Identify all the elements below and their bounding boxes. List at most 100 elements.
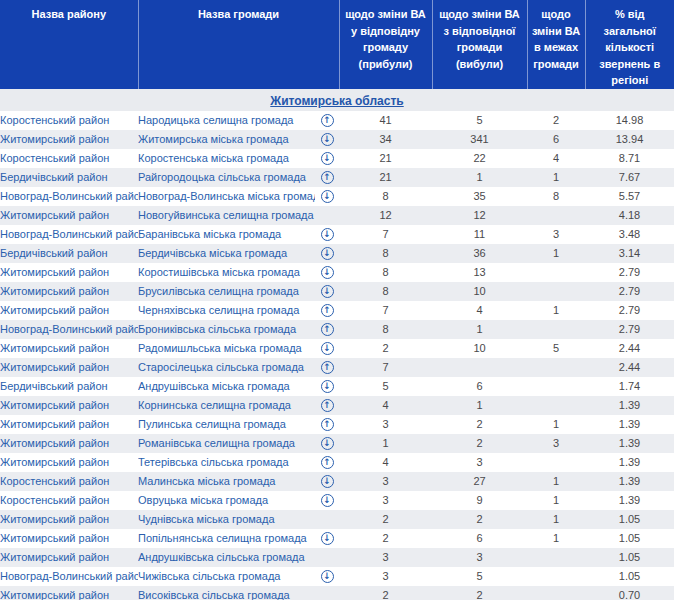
departed-cell: 13 [432,263,527,282]
trend-up-icon: ↑ [321,418,334,431]
arrived-cell: 3 [339,491,432,510]
arrived-cell: 21 [339,168,432,187]
arrived-cell: 8 [339,320,432,339]
trend-down-icon: ↓ [321,342,334,355]
percent-cell: 13.94 [585,130,674,149]
percent-cell: 4.18 [585,206,674,225]
departed-cell: 35 [432,187,527,206]
community-cell: Високівська сільська громада [138,586,315,600]
district-cell: Коростенський район [0,491,138,510]
percent-cell: 5.57 [585,187,674,206]
table-row: Житомирський районРоманівська селищна гр… [0,434,674,453]
arrived-cell: 4 [339,396,432,415]
community-cell: Попільнянська селищна громада [138,529,315,548]
district-cell: Коростенський район [0,472,138,491]
district-cell: Житомирський район [0,339,138,358]
community-cell: Брусилівська селищна громада [138,282,315,301]
table-row: Житомирський районКоростишівська міська … [0,263,674,282]
community-cell: Новогуйвинська селищна громада [138,206,315,225]
trend-up-icon: ↑ [321,456,334,469]
district-cell: Житомирський район [0,301,138,320]
within-cell [527,548,585,567]
trend-down-icon: ↓ [321,285,334,298]
percent-cell: 14.98 [585,111,674,130]
percent-cell: 1.05 [585,548,674,567]
within-cell: 3 [527,225,585,244]
arrived-cell: 2 [339,510,432,529]
arrived-cell: 8 [339,263,432,282]
district-cell: Коростенський район [0,149,138,168]
trend-down-icon: ↓ [321,133,334,146]
trend-cell: ↓ [315,282,339,301]
trend-cell: ↑ [315,453,339,472]
percent-cell: 1.05 [585,510,674,529]
arrived-cell: 41 [339,111,432,130]
departed-cell: 341 [432,130,527,149]
table-row: Житомирський районЖитомирська міська гро… [0,130,674,149]
percent-cell: 7.67 [585,168,674,187]
arrived-cell: 2 [339,586,432,600]
trend-cell: ↓ [315,187,339,206]
district-cell: Бердичівський район [0,377,138,396]
percent-cell: 2.44 [585,339,674,358]
trend-up-icon: ↑ [321,399,334,412]
arrived-cell: 3 [339,548,432,567]
departed-cell: 6 [432,377,527,396]
within-cell: 1 [527,301,585,320]
table-row: Бердичівський районАндрушівська міська г… [0,377,674,396]
table-row: Коростенський районОвруцька міська грома… [0,491,674,510]
within-cell [527,567,585,586]
community-cell: Брониківська сільська громада [138,320,315,339]
percent-cell: 2.79 [585,301,674,320]
report-table: Назва району Назва громади щодо зміни ВА… [0,0,674,600]
community-cell: Тетерівська сільська громада [138,453,315,472]
departed-cell [432,358,527,377]
trend-down-icon: ↓ [321,266,334,279]
col-header-within: щодо зміни ВА в межах громади [527,0,585,89]
community-cell: Романівська селищна громада [138,434,315,453]
district-cell: Житомирський район [0,358,138,377]
trend-cell: ↑ [315,415,339,434]
trend-down-icon: ↓ [321,570,334,583]
region-section-cell: Житомирська область [0,89,674,111]
table-row: Бердичівський районБердичівська міська г… [0,244,674,263]
table-row: Житомирський районПопільнянська селищна … [0,529,674,548]
trend-down-icon: ↓ [321,247,334,260]
trend-down-icon: ↓ [321,532,334,545]
arrived-cell: 5 [339,377,432,396]
within-cell [527,282,585,301]
within-cell: 8 [527,187,585,206]
within-cell: 1 [527,472,585,491]
community-cell: Коростенська міська громада [138,149,315,168]
departed-cell: 36 [432,244,527,263]
within-cell [527,396,585,415]
arrived-cell: 1 [339,434,432,453]
arrived-cell: 34 [339,130,432,149]
percent-cell: 3.48 [585,225,674,244]
table-row: Новоград-Волинський районНовоград-Волинс… [0,187,674,206]
community-cell: Народицька селищна громада [138,111,315,130]
percent-cell: 1.74 [585,377,674,396]
within-cell [527,320,585,339]
region-link[interactable]: Житомирська область [270,94,403,108]
departed-cell: 2 [432,586,527,600]
trend-down-icon: ↓ [321,475,334,488]
arrived-cell: 4 [339,453,432,472]
arrived-cell: 3 [339,472,432,491]
percent-cell: 1.39 [585,472,674,491]
trend-cell: ↓ [315,472,339,491]
table-row: Коростенський районНародицька селищна гр… [0,111,674,130]
percent-cell: 8.71 [585,149,674,168]
arrived-cell: 8 [339,244,432,263]
table-row: Житомирський районРадомишльська міська г… [0,339,674,358]
community-cell: Корнинська селищна громада [138,396,315,415]
within-cell [527,206,585,225]
table-row: Житомирський районБрусилівська селищна г… [0,282,674,301]
table-row: Житомирський районТетерівська сільська г… [0,453,674,472]
header-row: Назва району Назва громади щодо зміни ВА… [0,0,674,89]
trend-down-icon: ↓ [321,190,334,203]
community-cell: Андрушівська міська громада [138,377,315,396]
trend-cell: ↓ [315,377,339,396]
trend-cell: ↓ [315,339,339,358]
trend-cell: ↑ [315,396,339,415]
